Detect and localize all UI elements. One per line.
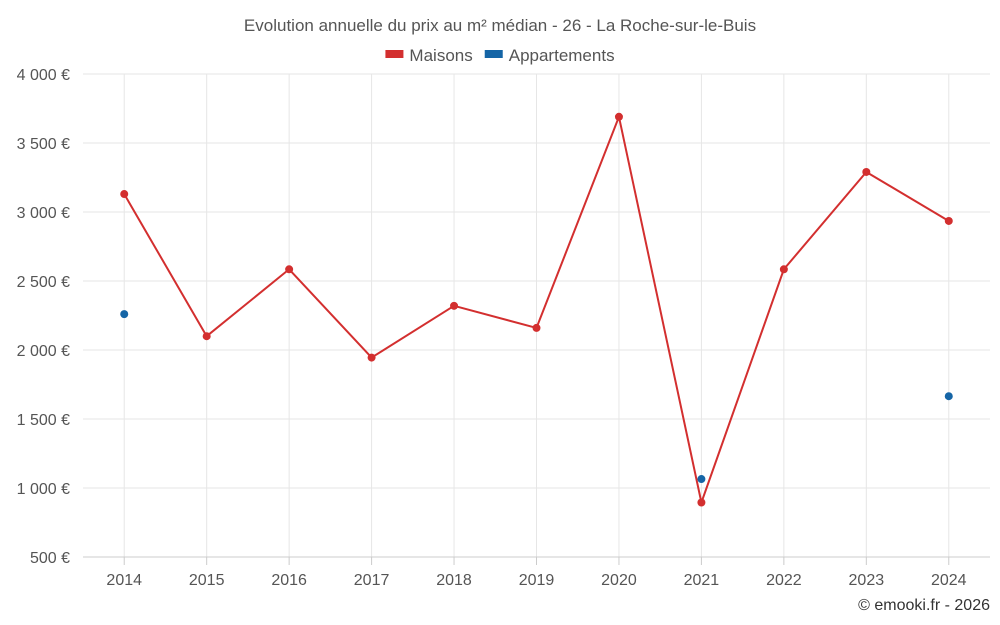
x-tick-label: 2021 (684, 572, 720, 589)
data-point-maisons[interactable] (862, 167, 871, 176)
series-layer (120, 112, 953, 507)
data-point-maisons[interactable] (285, 265, 294, 274)
data-point-maisons[interactable] (697, 498, 706, 507)
legend-swatch (484, 50, 503, 58)
y-axis: 500 € 1 000 € 1 500 € 2 000 € 2 500 € 3 000 €… (17, 67, 70, 567)
x-tick-label: 2019 (519, 572, 555, 589)
y-tick-label: 3 500 € (17, 136, 70, 153)
x-tick-label: 2014 (106, 572, 142, 589)
data-point-maisons[interactable] (944, 216, 953, 225)
data-point-maisons[interactable] (202, 332, 211, 341)
x-tick-label: 2023 (849, 572, 885, 589)
legend-item-appartements[interactable]: Appartements (484, 46, 615, 65)
chart-title: Evolution annuelle du prix au m² médian … (244, 16, 756, 35)
y-tick-label: 2 500 € (17, 274, 70, 291)
x-tick-label: 2022 (766, 572, 802, 589)
data-point-maisons[interactable] (367, 353, 376, 362)
legend-swatch (385, 50, 404, 58)
x-tick-label: 2024 (931, 572, 967, 589)
x-tick-label: 2018 (436, 572, 472, 589)
x-axis: 2014 2015 2016 2017 2018 2019 2020 2021 2022 2023… (83, 556, 990, 589)
legend-label: Appartements (509, 46, 615, 65)
y-tick-label: 1 500 € (17, 412, 70, 429)
x-tick-label: 2020 (601, 572, 637, 589)
data-point-maisons[interactable] (120, 190, 129, 199)
data-point-appartements[interactable] (944, 392, 953, 401)
data-point-appartements[interactable] (697, 475, 706, 484)
y-tick-label: 2 000 € (17, 343, 70, 360)
series-appartements (120, 310, 953, 484)
series-maisons (120, 112, 953, 507)
y-tick-label: 500 € (30, 550, 70, 567)
data-point-maisons[interactable] (532, 323, 541, 332)
y-tick-label: 1 000 € (17, 481, 70, 498)
data-point-maisons[interactable] (779, 265, 788, 274)
gridlines (83, 73, 990, 557)
data-point-maisons[interactable] (450, 301, 459, 310)
x-tick-label: 2017 (354, 572, 390, 589)
x-tick-label: 2016 (271, 572, 307, 589)
data-point-maisons[interactable] (614, 112, 623, 121)
y-tick-label: 3 000 € (17, 205, 70, 222)
legend-label: Maisons (409, 46, 472, 65)
x-tick-label: 2015 (189, 572, 225, 589)
credit-text: © emooki.fr - 2026 (858, 597, 990, 614)
legend-item-maisons[interactable]: Maisons (385, 46, 473, 65)
y-tick-label: 4 000 € (17, 67, 70, 84)
data-point-appartements[interactable] (120, 310, 129, 319)
legend: Maisons Appartements (385, 46, 615, 65)
